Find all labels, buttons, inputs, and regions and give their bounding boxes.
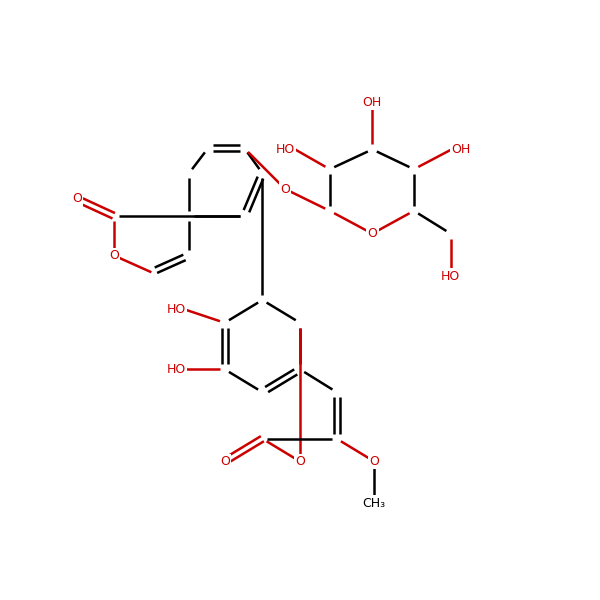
Text: OH: OH [452, 143, 471, 156]
Text: CH₃: CH₃ [363, 497, 386, 509]
Text: O: O [370, 455, 379, 468]
Text: O: O [367, 227, 377, 240]
Text: HO: HO [167, 304, 186, 316]
Text: HO: HO [276, 143, 295, 156]
Text: O: O [280, 182, 290, 196]
Text: HO: HO [167, 363, 186, 376]
Text: O: O [220, 455, 230, 468]
Text: HO: HO [441, 270, 460, 283]
Text: O: O [109, 249, 119, 262]
Text: O: O [72, 193, 82, 205]
Text: O: O [295, 455, 305, 468]
Text: OH: OH [362, 96, 382, 109]
